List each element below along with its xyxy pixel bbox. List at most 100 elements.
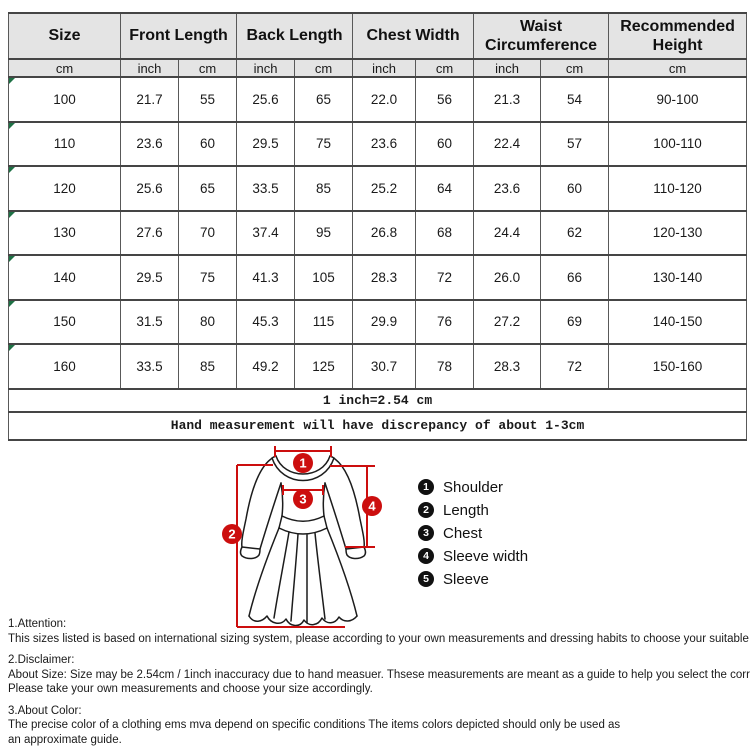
value-cell: 37.4 (236, 209, 296, 256)
value-cell: 49.2 (236, 343, 296, 390)
value-cell: 33.5 (236, 165, 296, 212)
value-cell: 23.6 (120, 120, 179, 167)
disclaimer-line2: Please take your own measurements and ch… (8, 683, 373, 695)
disclaimer-line1: About Size: Size may be 2.54cm / 1inch i… (8, 668, 750, 681)
value-cell: 65 (177, 165, 238, 212)
legend-label: Length (443, 501, 489, 519)
table-row: 110 23.6 60 29.5 75 23.6 60 22.4 57 100-110 (8, 120, 748, 167)
notes-block: 1.Attention: This sizes listed is based … (8, 617, 750, 750)
about-color-section: 3.About Color: The precise color of a cl… (8, 704, 750, 748)
legend-number-badge: 3 (418, 525, 434, 541)
value-cell: 75 (294, 120, 354, 167)
header-row: Size Front Length Back Length Chest Widt… (8, 12, 748, 60)
excel-flag-triangle-icon (9, 211, 15, 218)
excel-flag-triangle-icon (9, 167, 15, 173)
value-cell: 78 (415, 343, 475, 390)
attention-title: 1.Attention: (8, 618, 67, 630)
value-cell: 25.6 (236, 76, 296, 123)
value-cell: 56 (415, 76, 475, 123)
discrepancy-note-row: Hand measurement will have discrepancy o… (7, 410, 748, 441)
value-cell: 26.8 (352, 209, 417, 256)
measurement-lines-icon (236, 446, 375, 628)
value-cell: 115 (294, 298, 354, 345)
unit-cell: cm (8, 58, 121, 78)
marker-shoulder: 1 (293, 453, 313, 473)
table-body: 100 21.7 55 25.6 65 22.0 56 21.3 54 90-100 110 23.6… (8, 76, 748, 390)
value-cell: 140-150 (608, 298, 748, 345)
unit-cell: cm (540, 58, 610, 78)
value-cell: 66 (540, 254, 610, 301)
size-cell: 120 (8, 165, 121, 212)
legend-number-badge: 5 (418, 571, 434, 587)
value-cell: 120-130 (608, 209, 748, 256)
value-cell: 110-120 (608, 165, 748, 212)
table-row: 140 29.5 75 41.3 105 28.3 72 26.0 66 130-140 (8, 254, 748, 301)
dress-measurement-diagram-icon: 1 2 3 4 (222, 446, 382, 628)
about-color-line1: The precise color of a clothing ems mva … (8, 719, 621, 731)
about-color-line2: an approximate guide. (8, 733, 122, 746)
value-cell: 26.0 (473, 254, 542, 301)
about-color-title: 3.About Color: (8, 704, 82, 717)
value-cell: 27.6 (120, 209, 179, 256)
value-cell: 21.7 (120, 76, 179, 123)
value-cell: 21.3 (473, 76, 542, 123)
value-cell: 30.7 (352, 343, 417, 390)
value-cell: 60 (177, 120, 238, 167)
header-waist-circumference: Waist Circumference (473, 12, 610, 60)
value-cell: 72 (415, 254, 475, 301)
legend-item-sleeve: 5 Sleeve (418, 571, 528, 588)
table-row: 130 27.6 70 37.4 95 26.8 68 24.4 62 120-130 (8, 209, 748, 256)
value-cell: 60 (540, 165, 610, 212)
svg-text:1: 1 (299, 456, 306, 471)
header-back-length: Back Length (236, 12, 354, 60)
value-cell: 105 (294, 254, 354, 301)
size-cell: 140 (8, 254, 121, 301)
value-cell: 25.6 (120, 165, 179, 212)
marker-sleeve-width: 4 (362, 496, 382, 516)
unit-cell: inch (473, 58, 542, 78)
attention-section: 1.Attention: This sizes listed is based … (8, 617, 750, 646)
size-cell: 110 (8, 120, 121, 167)
unit-cell: inch (352, 58, 417, 78)
value-cell: 55 (177, 76, 238, 123)
table-row: 160 33.5 85 49.2 125 30.7 78 28.3 72 150-160 (8, 343, 748, 390)
excel-flag-triangle-icon (9, 122, 15, 129)
unit-cell: cm (608, 58, 748, 78)
disclaimer-section: 2.Disclaimer: About Size: Size may be 2.… (8, 653, 750, 697)
excel-flag-triangle-icon (9, 300, 15, 307)
header-recommended-height: Recommended Height (608, 12, 748, 60)
value-cell: 85 (294, 165, 354, 212)
unit-cell: cm (294, 58, 354, 78)
excel-flag-triangle-icon (9, 78, 15, 84)
excel-flag-triangle-icon (9, 345, 15, 351)
value-cell: 54 (540, 76, 610, 123)
value-cell: 28.3 (473, 343, 542, 390)
value-cell: 95 (294, 209, 354, 256)
value-cell: 65 (294, 76, 354, 123)
attention-body: This sizes listed is based on internatio… (8, 632, 750, 645)
value-cell: 100-110 (608, 120, 748, 167)
legend-item-shoulder: 1 Shoulder (418, 478, 528, 496)
size-cell: 130 (8, 209, 121, 256)
value-cell: 23.6 (473, 165, 542, 212)
unit-cell: inch (236, 58, 296, 78)
table-row: 100 21.7 55 25.6 65 22.0 56 21.3 54 90-100 (8, 76, 748, 123)
legend-label: Chest (443, 524, 483, 542)
legend-label: Shoulder (443, 478, 504, 496)
legend-number-badge: 1 (418, 479, 434, 495)
value-cell: 69 (540, 298, 610, 345)
discrepancy-note: Hand measurement will have discrepancy o… (7, 410, 748, 441)
value-cell: 45.3 (236, 298, 296, 345)
value-cell: 60 (415, 120, 475, 167)
header-chest-width: Chest Width (352, 12, 475, 60)
value-cell: 33.5 (120, 343, 179, 390)
svg-text:4: 4 (368, 499, 376, 514)
size-cell: 150 (8, 298, 121, 345)
excel-flag-triangle-icon (9, 256, 15, 262)
value-cell: 31.5 (120, 298, 179, 345)
value-cell: 70 (177, 209, 238, 256)
value-cell: 150-160 (608, 343, 748, 390)
legend-item-chest: 3 Chest (418, 524, 528, 542)
value-cell: 125 (294, 343, 354, 390)
